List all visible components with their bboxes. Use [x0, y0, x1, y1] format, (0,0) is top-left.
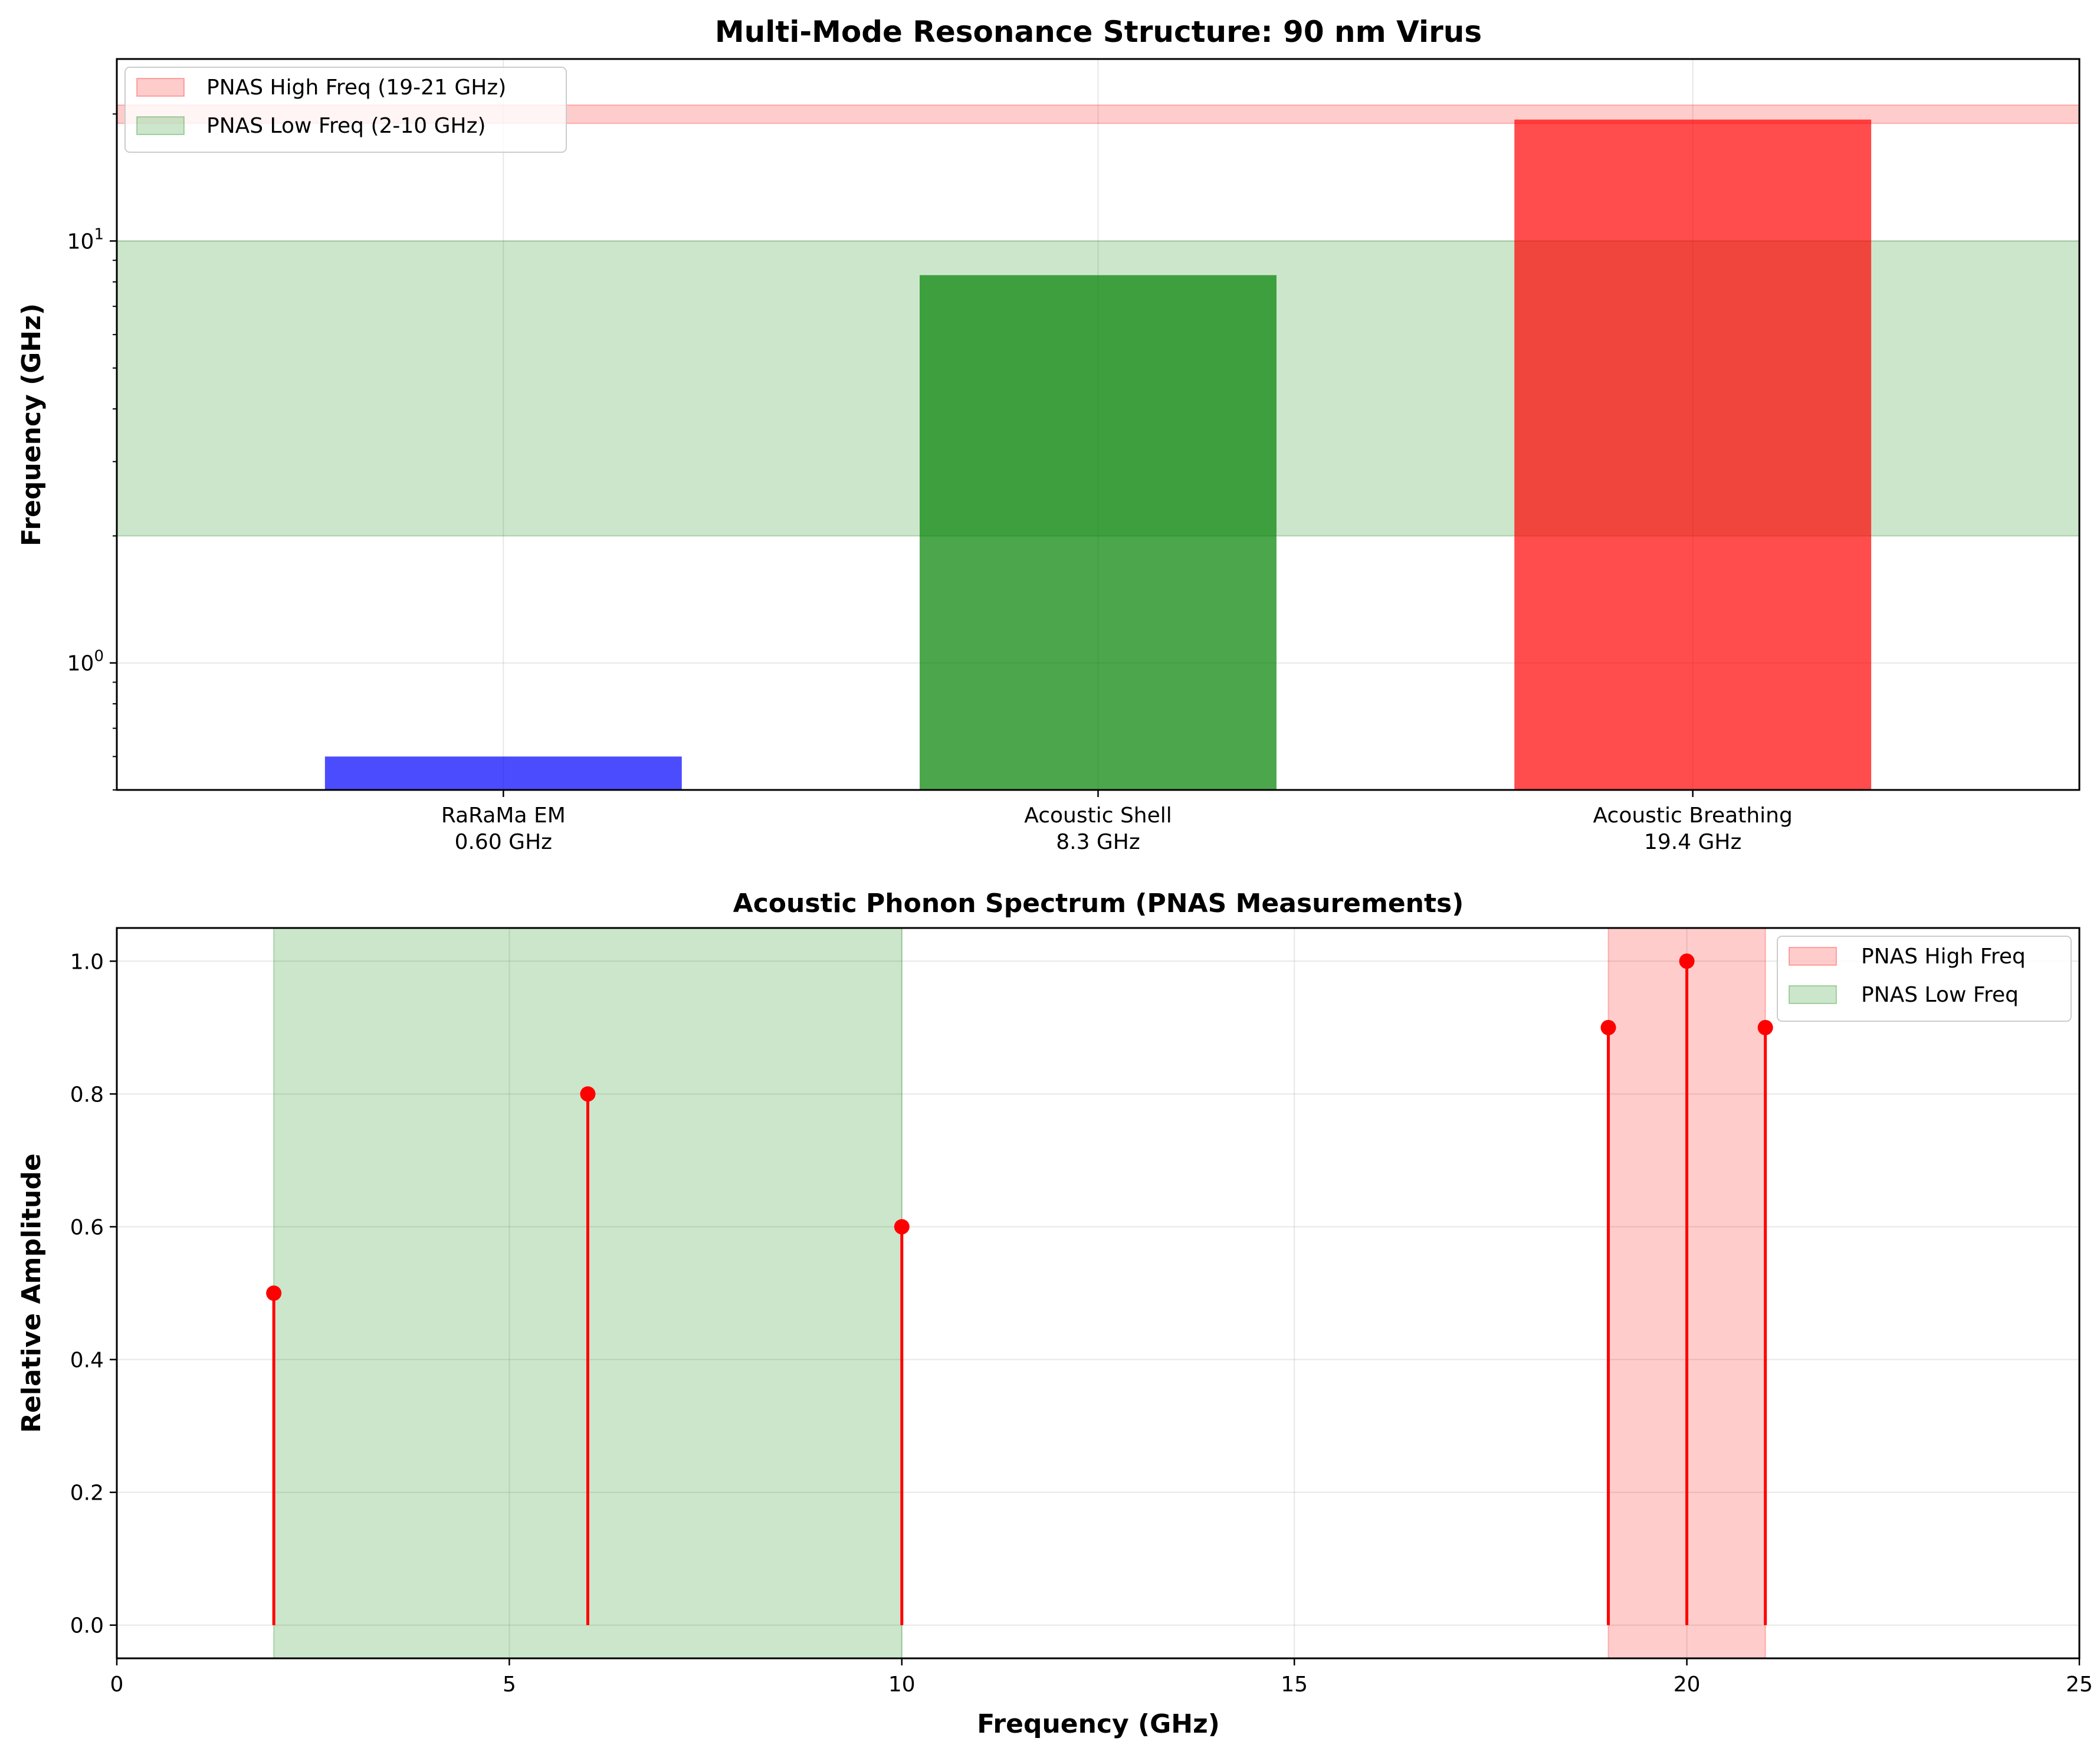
- bottom-ytick-label-4: 0.8: [70, 1083, 104, 1107]
- bottom-xtick-label-3: 15: [1281, 1672, 1308, 1697]
- bottom-xtick-label-5: 25: [2066, 1672, 2093, 1697]
- bottom-ytick-label-2: 0.4: [70, 1349, 104, 1373]
- bar-2: [1514, 119, 1872, 790]
- top-xtick-value-2: 19.4 GHz: [1644, 830, 1741, 854]
- stem-marker-0: [266, 1285, 282, 1301]
- bottom-plot-frame: [116, 927, 2081, 1660]
- bottom-ytick-label-3: 0.6: [70, 1215, 104, 1239]
- bottom-ytick-label-0: 0.0: [70, 1614, 104, 1638]
- top-bars: [324, 119, 1872, 790]
- legend-swatch-low: [136, 116, 185, 135]
- bottom-xtick-label-2: 10: [888, 1672, 916, 1697]
- bar-1: [920, 275, 1277, 790]
- bottom-y-axis-label: Relative Amplitude: [17, 1153, 47, 1433]
- bottom-ytick-label-1: 0.2: [70, 1481, 104, 1506]
- bottom-xtick-label-1: 5: [503, 1672, 516, 1697]
- top-chart: Multi-Mode Resonance Structure: 90 nm Vi…: [17, 15, 2081, 854]
- bottom-x-axis-label: Frequency (GHz): [977, 1709, 1220, 1739]
- legend-swatch-low-bottom: [1789, 985, 1837, 1004]
- top-y-axis-label: Frequency (GHz): [17, 303, 47, 546]
- bottom-stems: [266, 953, 1773, 1625]
- bar-0: [324, 756, 682, 790]
- bottom-chart: Acoustic Phonon Spectrum (PNAS Measureme…: [17, 888, 2093, 1739]
- stem-marker-2: [894, 1219, 910, 1235]
- bottom-x-axis: 0 5 10 15 20 25: [110, 1658, 2093, 1697]
- legend-label-low: PNAS Low Freq (2-10 GHz): [206, 114, 486, 138]
- top-xtick-label-0: RaRaMa EM: [441, 804, 566, 828]
- top-xtick-value-1: 8.3 GHz: [1056, 830, 1140, 854]
- stem-marker-3: [1600, 1019, 1616, 1035]
- top-chart-title: Multi-Mode Resonance Structure: 90 nm Vi…: [715, 15, 1482, 49]
- bottom-xtick-label-0: 0: [110, 1672, 124, 1697]
- top-xtick-label-1: Acoustic Shell: [1024, 804, 1172, 828]
- stem-marker-1: [580, 1086, 596, 1102]
- legend-swatch-high: [136, 78, 185, 97]
- legend-label-high-bottom: PNAS High Freq: [1861, 944, 2026, 969]
- stem-marker-5: [1757, 1019, 1773, 1035]
- top-legend: PNAS High Freq (19-21 GHz) PNAS Low Freq…: [124, 67, 567, 153]
- legend-swatch-high-bottom: [1789, 947, 1837, 966]
- bottom-legend: PNAS High Freq PNAS Low Freq: [1777, 936, 2072, 1022]
- bottom-y-axis: 0.0 0.2 0.4 0.6 0.8 1.0: [70, 950, 117, 1638]
- top-xtick-label-2: Acoustic Breathing: [1593, 804, 1793, 828]
- legend-label-high: PNAS High Freq (19-21 GHz): [206, 76, 506, 100]
- stem-marker-4: [1679, 953, 1695, 969]
- bottom-xtick-label-4: 20: [1674, 1672, 1701, 1697]
- top-xtick-value-0: 0.60 GHz: [455, 830, 552, 854]
- bottom-chart-title: Acoustic Phonon Spectrum (PNAS Measureme…: [733, 888, 1464, 919]
- bottom-ytick-label-5: 1.0: [70, 950, 104, 974]
- legend-label-low-bottom: PNAS Low Freq: [1861, 983, 2019, 1007]
